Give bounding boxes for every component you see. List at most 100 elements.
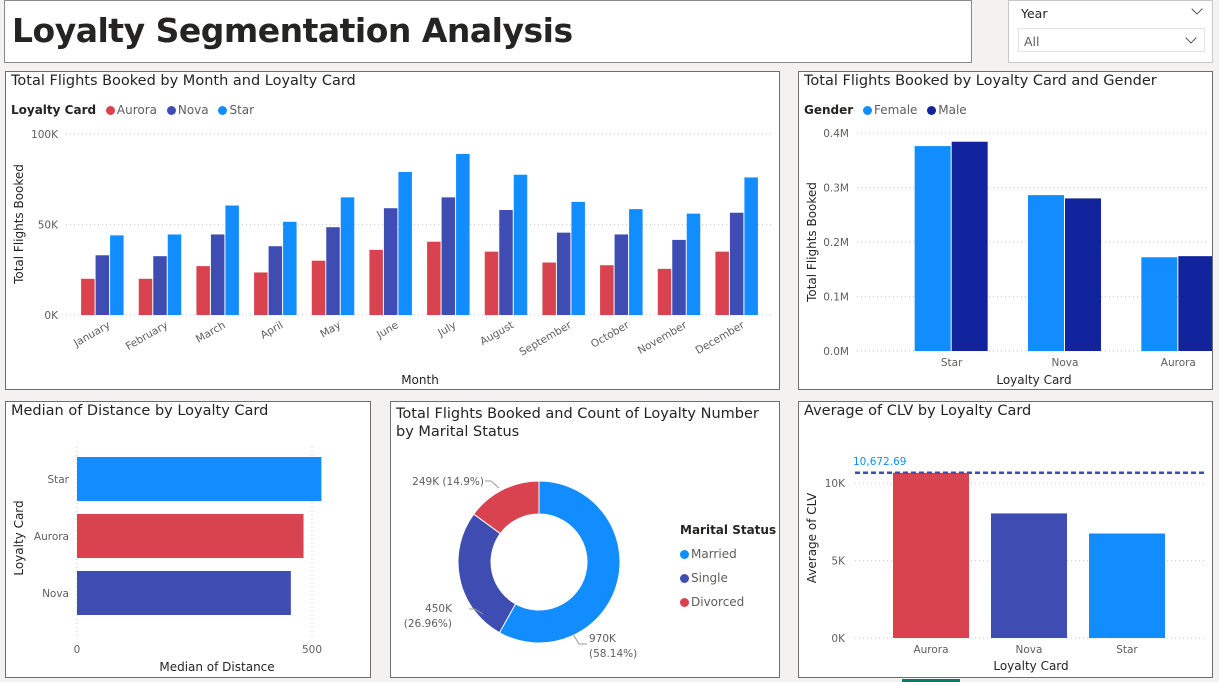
bar-aurora <box>715 251 729 315</box>
y-tick-label: Star <box>47 474 69 486</box>
bar-nova <box>499 210 513 315</box>
bar-male <box>1065 198 1101 351</box>
legend-dot <box>680 574 689 583</box>
bar-aurora <box>311 260 326 315</box>
legend-dot <box>680 598 689 607</box>
x-tick-label: Star <box>941 357 963 369</box>
bar-nova <box>556 232 571 315</box>
bar-aurora <box>427 241 441 315</box>
legend-title: Loyalty Card <box>11 103 97 117</box>
chart-title: Total Flights Booked and Count of Loyalt… <box>396 406 759 440</box>
chart-title: Total Flights Booked by Month and Loyalt… <box>11 73 356 89</box>
gender-flights-panel[interactable]: Total Flights Booked by Loyalty Card and… <box>798 71 1213 390</box>
bar-star <box>77 457 322 501</box>
bar-star <box>167 234 182 315</box>
y-tick-label: 50K <box>38 220 59 232</box>
legend-item: Divorced <box>691 595 745 609</box>
bar-star <box>340 197 355 315</box>
x-tick-label: June <box>374 319 401 341</box>
bar-star <box>283 221 297 315</box>
chart-legend: Gender Female Male <box>804 103 967 117</box>
monthly-flights-panel[interactable]: Total Flights Booked by Month and Loyalt… <box>5 71 780 390</box>
legend-dot <box>863 106 873 115</box>
bar-nova <box>991 513 1067 638</box>
legend-item: Male <box>938 103 967 117</box>
y-tick-label: 100K <box>31 129 59 141</box>
legend-dot <box>927 106 937 115</box>
bar-star <box>110 235 124 315</box>
y-tick-label: 0.1M <box>823 292 849 304</box>
distance-bar-chart: 0 500 Star Aurora Nova Median of Distance Loya… <box>12 447 322 674</box>
bar-nova <box>672 239 686 315</box>
bar-aurora <box>254 272 268 315</box>
y-axis-title: Total Flights Booked <box>805 182 819 303</box>
x-tick-label: November <box>636 319 690 357</box>
distance-panel[interactable]: Median of Distance by Loyalty Card 0 500 S… <box>5 401 371 678</box>
chevron-down-icon[interactable] <box>1191 3 1203 15</box>
bar-star <box>686 213 701 315</box>
clv-panel[interactable]: Average of CLV by Loyalty Card 0K 5K 10K Au… <box>798 401 1213 678</box>
page-title: Loyalty Segmentation Analysis <box>12 11 573 50</box>
chart-legend: Loyalty Card Aurora Nova Star <box>11 103 254 117</box>
bar-aurora <box>77 514 304 558</box>
bar-star <box>456 153 470 315</box>
y-axis-title: Average of CLV <box>805 492 819 583</box>
legend-item: Married <box>691 547 737 561</box>
bar-aurora <box>893 472 969 638</box>
slicer-title: Year <box>1021 6 1048 21</box>
dropdown-value: All <box>1024 34 1040 49</box>
legend-title: Marital Status <box>680 523 777 537</box>
y-axis-title: Total Flights Booked <box>12 164 26 285</box>
slice-married <box>498 480 621 644</box>
slice-single <box>457 513 517 634</box>
bar-star <box>398 172 412 315</box>
y-tick-label: 0K <box>831 633 846 645</box>
data-label: 249K (14.9%) <box>412 476 484 488</box>
legend-item: Nova <box>177 103 209 117</box>
x-tick-label: Star <box>1116 644 1138 656</box>
year-slicer[interactable]: Year All <box>1008 0 1213 63</box>
marital-donut-chart: 970K (58.14%) 450K (26.96%) 249K (14.9%) <box>404 476 637 660</box>
chart-title: Median of Distance by Loyalty Card <box>11 403 269 419</box>
y-tick-label: 10K <box>825 478 846 490</box>
bar-aurora <box>81 278 95 315</box>
bar-aurora <box>138 278 153 315</box>
bar-aurora <box>600 265 614 315</box>
x-tick-label: January <box>71 319 112 350</box>
bar-star <box>225 205 239 315</box>
legend-item: Female <box>874 103 918 117</box>
marital-status-panel[interactable]: Total Flights Booked and Count of Loyalt… <box>390 401 780 678</box>
bar-male <box>1178 256 1212 351</box>
bar-star <box>744 177 758 315</box>
data-label: 970K <box>589 633 617 645</box>
bar-nova <box>210 234 225 315</box>
slice-divorced <box>473 480 540 535</box>
bar-female <box>914 146 951 351</box>
chart-title: Average of CLV by Loyalty Card <box>804 403 1032 419</box>
x-tick-label: September <box>517 319 574 359</box>
bar-nova <box>326 227 340 315</box>
legend-title: Gender <box>804 103 854 117</box>
y-tick-label: 0K <box>44 310 59 322</box>
reference-line-label: 10,672.69 <box>853 456 906 468</box>
legend-item: Star <box>229 103 255 117</box>
bar-nova <box>268 246 283 315</box>
legend-item: Aurora <box>116 103 158 117</box>
leader-line <box>469 608 484 615</box>
year-dropdown[interactable]: All <box>1018 28 1205 52</box>
x-tick-label: October <box>589 319 632 351</box>
bar-star <box>629 209 643 315</box>
data-label: (26.96%) <box>404 618 452 630</box>
gender-bar-chart: 0.0M 0.1M 0.2M 0.3M 0.4M Star Nova Aurora Loyalt… <box>805 128 1212 387</box>
bar-star <box>513 174 528 315</box>
x-tick-label: 0 <box>74 644 81 656</box>
x-axis-title: Loyalty Card <box>996 373 1071 387</box>
y-tick-label: 5K <box>831 556 846 568</box>
bar-aurora <box>542 262 556 315</box>
bar-female <box>1141 257 1178 351</box>
bar-aurora <box>369 249 383 315</box>
bar-female <box>1028 195 1064 351</box>
bar-star <box>571 201 585 315</box>
bar-male <box>951 141 988 351</box>
chevron-down-icon[interactable] <box>1185 32 1197 44</box>
